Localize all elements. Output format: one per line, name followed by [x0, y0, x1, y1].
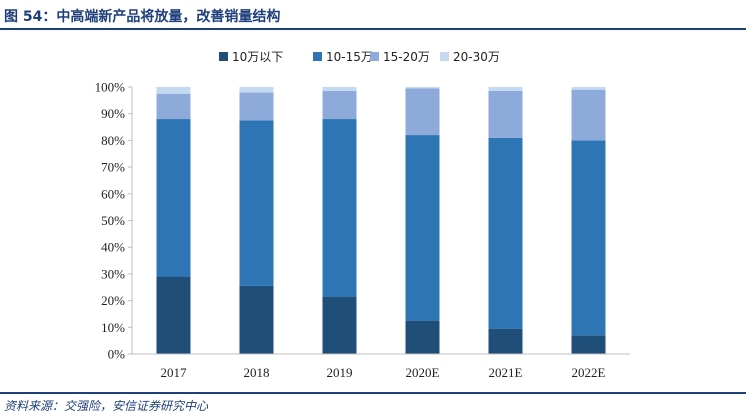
bar-segment [322, 87, 357, 92]
bar-segment [488, 137, 523, 329]
bar-segment [239, 285, 274, 354]
x-tick-label: 2019 [327, 365, 353, 380]
legend-label: 15-20万 [383, 50, 430, 64]
y-tick-label: 10% [101, 320, 125, 335]
legend-swatch [219, 52, 228, 61]
stacked-bar-chart: 10万以下 10-15万 15-20万 20-30万 0% 10% 20% 30% 40% 50… [95, 50, 630, 380]
legend-swatch [370, 52, 379, 61]
bar-segment [156, 119, 191, 277]
y-tick-label: 20% [101, 293, 125, 308]
bar-segment [322, 91, 357, 120]
x-tick-label: 2018 [244, 365, 270, 380]
bar-segment [405, 320, 440, 354]
y-tick-label: 100% [95, 80, 126, 95]
y-tick-label: 80% [101, 133, 125, 148]
legend-label: 10-15万 [326, 50, 373, 64]
bar-segment [322, 119, 357, 297]
bar-segment [239, 87, 274, 93]
bar-segment [405, 88, 440, 136]
legend-label: 10万以下 [232, 50, 283, 64]
y-tick-label: 90% [101, 106, 125, 121]
y-tick-label: 60% [101, 186, 125, 201]
legend-swatch [313, 52, 322, 61]
y-axis: 0% 10% 20% 30% 40% 50% 60% 70% 80% 90% 100% [95, 80, 133, 362]
bar-segment [239, 120, 274, 286]
x-axis: 2017 2018 2019 2020E 2021E 2022E [132, 353, 630, 380]
bar-segment [488, 328, 523, 354]
y-tick-label: 40% [101, 240, 125, 255]
y-tick-label: 50% [101, 213, 125, 228]
bar-segment [156, 276, 191, 354]
bar-segment [405, 135, 440, 321]
figure-title: 图 54：中高端新产品将放量，改善销量结构 [4, 9, 281, 25]
bars [156, 87, 606, 354]
x-tick-label: 2022E [572, 365, 606, 380]
y-tick-label: 30% [101, 266, 125, 281]
bar-segment [571, 87, 606, 90]
bar-segment [571, 335, 606, 354]
x-tick-label: 2021E [489, 365, 523, 380]
legend-label: 20-30万 [453, 50, 500, 64]
bar-segment [239, 92, 274, 121]
legend-swatch [440, 52, 449, 61]
bar-segment [156, 93, 191, 120]
title-bar: 图 54：中高端新产品将放量，改善销量结构 [0, 0, 746, 30]
bar-segment [156, 87, 191, 94]
bar-segment [571, 89, 606, 141]
x-tick-label: 2020E [406, 365, 440, 380]
bar-segment [488, 91, 523, 138]
bar-segment [322, 296, 357, 354]
chart-legend: 10万以下 10-15万 15-20万 20-30万 [219, 50, 500, 64]
y-tick-label: 0% [108, 347, 126, 362]
bar-segment [488, 87, 523, 92]
source-note: 资料来源：交强险，安信证券研究中心 [4, 399, 209, 413]
x-tick-label: 2017 [161, 365, 188, 380]
bar-segment [405, 87, 440, 89]
y-tick-label: 70% [101, 160, 125, 175]
source-bar: 资料来源：交强险，安信证券研究中心 [0, 392, 746, 413]
bar-segment [571, 140, 606, 336]
